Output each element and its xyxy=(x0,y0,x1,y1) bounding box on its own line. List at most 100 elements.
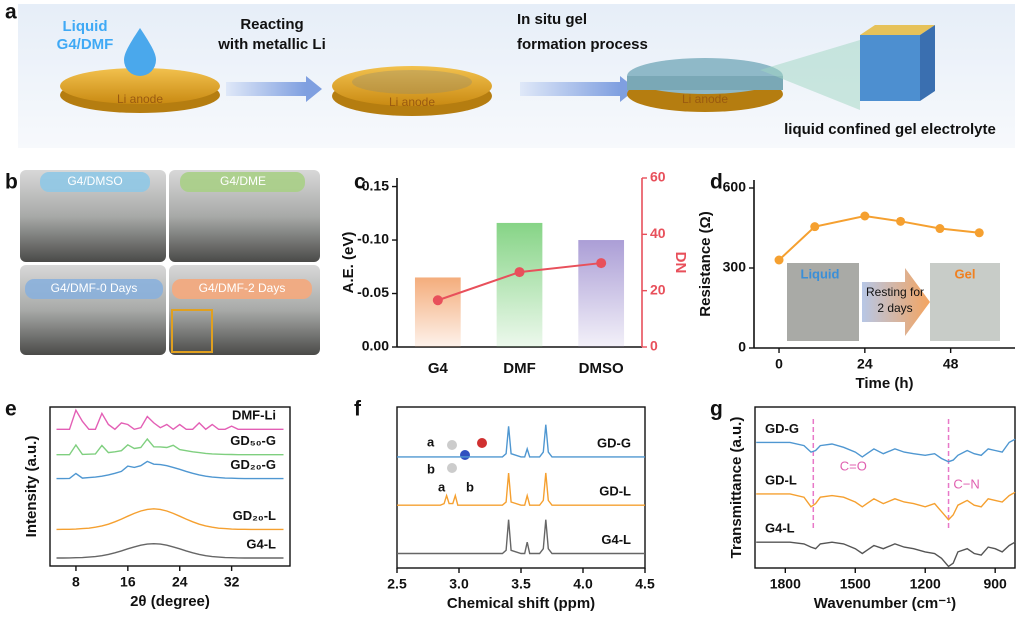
x-tick-label: 48 xyxy=(943,356,959,372)
x-tick-label: 4.5 xyxy=(635,576,655,592)
y-tick-label: -0.05 xyxy=(357,284,389,300)
x-tick-label: 1200 xyxy=(910,576,941,592)
y-axis-title: A.E. (eV) xyxy=(340,232,357,294)
panel-label: a xyxy=(5,1,17,24)
arrow xyxy=(226,82,306,96)
panel-a: Liquid G4/DMF Reacting with metallic Li … xyxy=(18,4,1015,148)
panel-labels: a b c d e f g xyxy=(5,1,723,421)
x-axis-title: Wavenumber (cm⁻¹) xyxy=(814,595,956,612)
panel-label: c xyxy=(354,171,366,194)
y2-tick-label: 0 xyxy=(650,338,658,354)
label: Li anode xyxy=(682,92,728,106)
annotation: a xyxy=(427,434,435,449)
label: liquid confined gel electrolyte xyxy=(784,121,996,138)
annotation: a xyxy=(438,479,446,494)
line xyxy=(397,472,645,506)
y-tick-label: -0.10 xyxy=(357,231,389,247)
panel-label: b xyxy=(5,171,18,194)
point xyxy=(596,258,607,269)
x-axis-title: Chemical shift (ppm) xyxy=(447,595,595,612)
marker-label: C=O xyxy=(840,458,867,473)
line xyxy=(56,408,284,431)
photo-label: G4/DMF-0 Days xyxy=(51,281,138,295)
bar xyxy=(496,222,543,347)
photo-tag xyxy=(172,279,312,299)
x-tick-label: 1500 xyxy=(840,576,871,592)
label: with metallic Li xyxy=(217,36,326,53)
panel-label: g xyxy=(710,398,723,421)
atom xyxy=(447,463,457,473)
gel-cube xyxy=(860,35,920,101)
series-label: G4-L xyxy=(765,521,795,536)
annotation: Resting for xyxy=(866,285,924,299)
li-disk xyxy=(60,68,220,104)
annotation: Gel xyxy=(955,266,976,281)
x-tick-label: 32 xyxy=(224,574,240,590)
label: Liquid xyxy=(63,18,108,35)
line xyxy=(56,460,284,480)
arrow-head xyxy=(306,76,322,102)
arrow xyxy=(520,82,620,96)
label: Li anode xyxy=(117,92,163,106)
label: Reacting xyxy=(240,16,303,33)
li-disk xyxy=(332,66,492,106)
annotation: b xyxy=(427,461,435,476)
label: In situ gel xyxy=(517,11,587,28)
x-axis-title: Time (h) xyxy=(855,375,913,392)
atom xyxy=(460,450,470,460)
point xyxy=(432,295,443,306)
photo xyxy=(930,263,1000,341)
series-label: DMF-Li xyxy=(232,408,276,423)
series-label: GD-L xyxy=(765,472,797,487)
photo-label: G4/DME xyxy=(220,174,266,188)
panel-label: d xyxy=(710,171,723,194)
point xyxy=(514,267,525,278)
line xyxy=(756,491,1016,521)
line xyxy=(56,437,284,456)
plot-frame xyxy=(754,406,1016,569)
x-tick-label: 16 xyxy=(120,574,136,590)
annotation: b xyxy=(466,479,474,494)
photo-label: G4/DMF-2 Days xyxy=(199,281,286,295)
label: G4/DMF xyxy=(57,36,114,53)
line xyxy=(756,541,1016,568)
panel-b: G4/DMSO G4/DME G4/DMF-0 Days G4/DMF-2 Da… xyxy=(20,170,320,355)
y-axis-title: Transmittance (a.u.) xyxy=(728,417,745,559)
photo xyxy=(20,170,166,262)
chart: 2.5 3.0 3.5 4.0 4.5 Chemical shift (ppm) GD-G G… xyxy=(387,406,655,612)
annotation: Liquid xyxy=(801,266,840,281)
x-tick-label: 0 xyxy=(775,356,783,372)
chart: 8 16 24 32 2θ (degree) Intensity (a.u.) DMF-Li… xyxy=(23,406,291,610)
photo-tag xyxy=(40,172,150,192)
panel-f-annotations: a b a b xyxy=(427,434,487,494)
annotation: 2 days xyxy=(877,301,912,315)
inset-frame xyxy=(171,309,213,353)
plot-frame xyxy=(49,406,291,567)
line xyxy=(397,519,645,555)
line xyxy=(56,508,284,531)
x-axis-title: 2θ (degree) xyxy=(130,593,210,610)
label: formation process xyxy=(517,36,648,53)
line xyxy=(397,424,645,458)
series-label: G4-L xyxy=(601,532,631,547)
series-label: GD-L xyxy=(599,484,631,499)
chart: 1800 1500 1200 900 Wavenumber (cm⁻¹) Transmit… xyxy=(728,406,1016,612)
droplet xyxy=(124,28,156,76)
gel-cube-side xyxy=(920,25,935,101)
x-tick-label: G4 xyxy=(428,360,449,377)
atom xyxy=(447,440,457,450)
panel-d-inset: Liquid Resting for 2 days Gel xyxy=(787,263,1000,341)
photo-tag xyxy=(25,279,163,299)
line xyxy=(756,438,1016,463)
photo xyxy=(20,265,166,355)
panel-label: e xyxy=(5,398,17,421)
point xyxy=(860,211,870,221)
photo-label: G4/DMSO xyxy=(67,174,122,188)
line xyxy=(778,214,980,261)
y2-axis-title: DN xyxy=(672,252,689,274)
y2-tick-label: 20 xyxy=(650,281,666,297)
series-label: GD₂₀-G xyxy=(230,457,276,472)
photo-tag xyxy=(180,172,305,192)
x-tick-label: DMF xyxy=(503,360,536,377)
